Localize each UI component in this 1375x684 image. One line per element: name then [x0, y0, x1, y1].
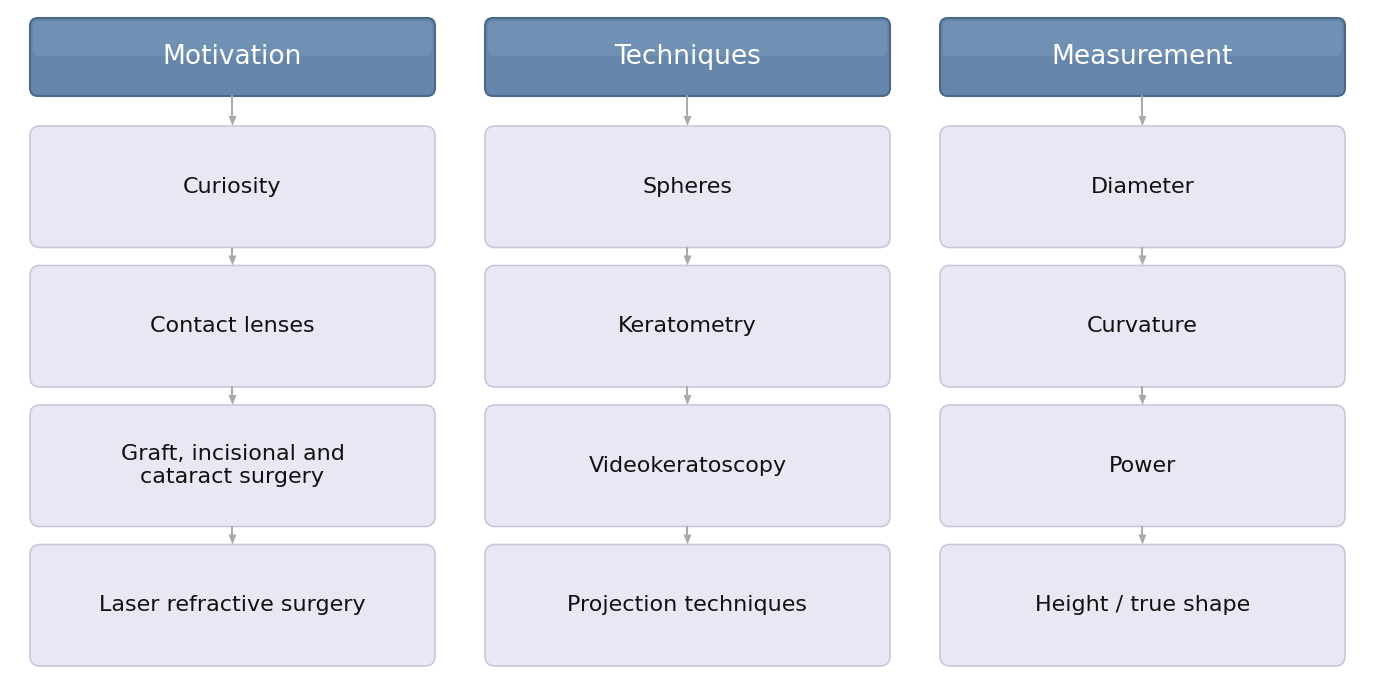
- FancyBboxPatch shape: [30, 265, 434, 387]
- FancyBboxPatch shape: [485, 126, 890, 248]
- Text: Spheres: Spheres: [642, 176, 733, 197]
- Text: Curiosity: Curiosity: [183, 176, 282, 197]
- Text: Techniques: Techniques: [615, 44, 760, 70]
- FancyBboxPatch shape: [943, 21, 1342, 56]
- Polygon shape: [228, 395, 236, 405]
- FancyBboxPatch shape: [485, 405, 890, 527]
- Polygon shape: [1138, 534, 1147, 544]
- Text: Motivation: Motivation: [162, 44, 302, 70]
- Polygon shape: [683, 395, 692, 405]
- FancyBboxPatch shape: [941, 126, 1345, 248]
- Polygon shape: [683, 116, 692, 126]
- FancyBboxPatch shape: [941, 18, 1345, 96]
- Text: Laser refractive surgery: Laser refractive surgery: [99, 595, 366, 615]
- Polygon shape: [228, 534, 236, 544]
- FancyBboxPatch shape: [488, 21, 887, 56]
- Polygon shape: [228, 116, 236, 126]
- FancyBboxPatch shape: [941, 265, 1345, 387]
- FancyBboxPatch shape: [941, 544, 1345, 666]
- FancyBboxPatch shape: [941, 405, 1345, 527]
- FancyBboxPatch shape: [485, 18, 890, 96]
- Text: Contact lenses: Contact lenses: [150, 316, 315, 337]
- Polygon shape: [1138, 256, 1147, 265]
- FancyBboxPatch shape: [485, 265, 890, 387]
- Text: Power: Power: [1108, 456, 1176, 476]
- Text: Keratometry: Keratometry: [619, 316, 756, 337]
- Polygon shape: [683, 534, 692, 544]
- Polygon shape: [1138, 116, 1147, 126]
- Polygon shape: [228, 256, 236, 265]
- FancyBboxPatch shape: [33, 21, 432, 56]
- Polygon shape: [1138, 395, 1147, 405]
- Text: Measurement: Measurement: [1052, 44, 1233, 70]
- Text: Diameter: Diameter: [1090, 176, 1195, 197]
- Text: Height / true shape: Height / true shape: [1035, 595, 1250, 615]
- Text: Videokeratoscopy: Videokeratoscopy: [588, 456, 786, 476]
- Text: Projection techniques: Projection techniques: [568, 595, 807, 615]
- FancyBboxPatch shape: [485, 544, 890, 666]
- Text: Graft, incisional and
cataract surgery: Graft, incisional and cataract surgery: [121, 444, 344, 487]
- FancyBboxPatch shape: [30, 18, 434, 96]
- Polygon shape: [683, 256, 692, 265]
- FancyBboxPatch shape: [30, 544, 434, 666]
- FancyBboxPatch shape: [30, 405, 434, 527]
- FancyBboxPatch shape: [30, 126, 434, 248]
- Text: Curvature: Curvature: [1088, 316, 1198, 337]
